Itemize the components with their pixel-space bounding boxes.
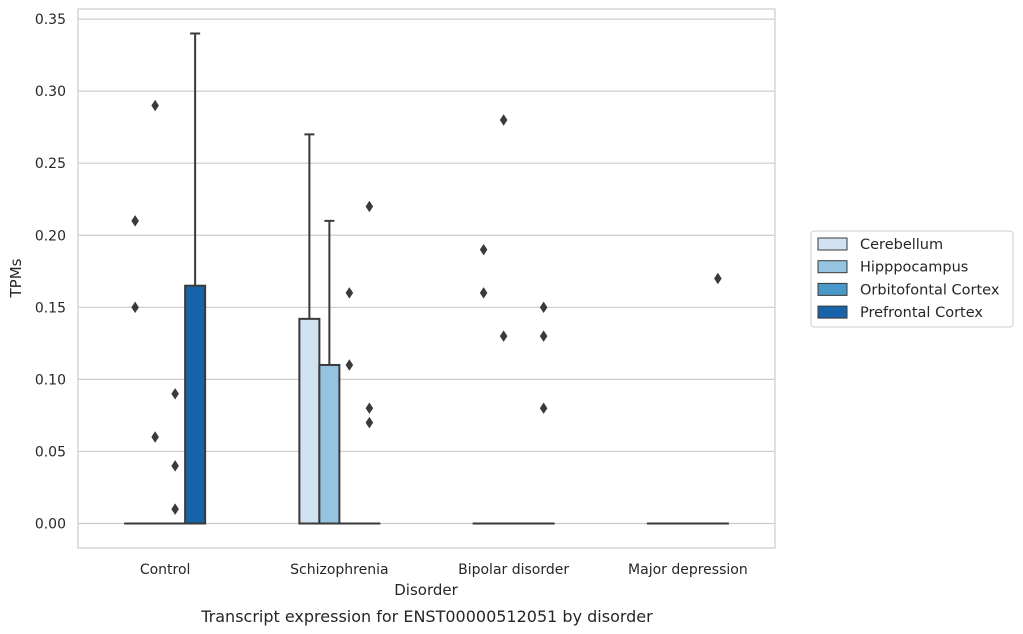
- box-group: [472, 243, 495, 525]
- x-tick-label: Schizophrenia: [290, 562, 388, 578]
- outlier-point: [345, 359, 354, 371]
- y-tick-label: 0.15: [35, 300, 66, 316]
- chart-caption: Transcript expression for ENST0000051205…: [200, 607, 653, 626]
- outlier-point: [365, 402, 374, 414]
- box-group: [144, 99, 167, 525]
- legend: Cerebellum Hipppocampus Orbitofontal Corte…: [810, 230, 1014, 328]
- plot-area-frame: [77, 8, 776, 549]
- y-tick-label: 0.30: [35, 84, 66, 100]
- box-rect: [318, 363, 341, 525]
- legend-swatch: [817, 237, 848, 251]
- box-rect: [184, 284, 207, 525]
- outlier-point: [539, 402, 548, 414]
- legend-swatch: [817, 305, 848, 319]
- y-tick-label: 0.35: [35, 12, 66, 28]
- outlier-point: [479, 287, 488, 299]
- y-tick-label: 0.20: [35, 228, 66, 244]
- outlier-point: [151, 431, 159, 443]
- outlier-point: [171, 460, 179, 472]
- outlier-point: [365, 416, 374, 429]
- box-group: [358, 200, 381, 525]
- outlier-point: [479, 243, 488, 256]
- outlier-point: [499, 330, 508, 342]
- legend-swatch: [817, 260, 848, 274]
- legend-label: Cerebellum: [860, 237, 943, 253]
- y-tick-label: 0.00: [35, 517, 66, 533]
- marks-layer: [124, 32, 729, 525]
- legend-frame: [810, 230, 1014, 328]
- outlier-point: [539, 330, 548, 342]
- x-tick-label: Major depression: [628, 562, 748, 578]
- box-rect: [298, 317, 321, 525]
- legend-label: Prefrontal Cortex: [860, 305, 983, 321]
- outlier-point: [539, 301, 548, 314]
- y-tick-label: 0.25: [35, 156, 66, 172]
- box-group: [164, 388, 187, 525]
- box-group: [338, 287, 361, 525]
- outlier-point: [171, 388, 179, 400]
- x-tick-labels: Control Schizophrenia Bipolar disorder Majo…: [140, 562, 748, 578]
- box-group: [706, 272, 729, 525]
- outlier-point: [171, 503, 179, 515]
- legend-label: Orbitofontal Cortex: [860, 282, 1000, 298]
- legend-label: Hipppocampus: [860, 260, 968, 276]
- outlier-point: [714, 272, 722, 285]
- y-tick-label: 0.10: [35, 372, 66, 388]
- y-tick-label: 0.05: [35, 444, 66, 460]
- outlier-point: [131, 301, 139, 314]
- y-axis-label: TPMs: [7, 258, 25, 298]
- box-group: [492, 114, 515, 525]
- outlier-point: [151, 99, 159, 112]
- outlier-point: [345, 287, 354, 299]
- box-group: [318, 219, 341, 525]
- outlier-point: [131, 215, 139, 227]
- grid-layer: [78, 18, 775, 525]
- outlier-point: [499, 114, 508, 126]
- box-group: [184, 32, 207, 525]
- x-tick-label: Bipolar disorder: [458, 562, 569, 578]
- box-group: [124, 215, 147, 525]
- y-tick-labels: 0.00 0.05 0.10 0.15 0.20 0.25 0.30 0.35: [35, 12, 66, 532]
- x-tick-label: Control: [140, 562, 191, 578]
- outlier-point: [365, 200, 374, 213]
- box-group: [298, 133, 321, 525]
- box-group: [532, 301, 555, 525]
- legend-swatch: [817, 282, 848, 296]
- x-axis-label: Disorder: [394, 581, 458, 599]
